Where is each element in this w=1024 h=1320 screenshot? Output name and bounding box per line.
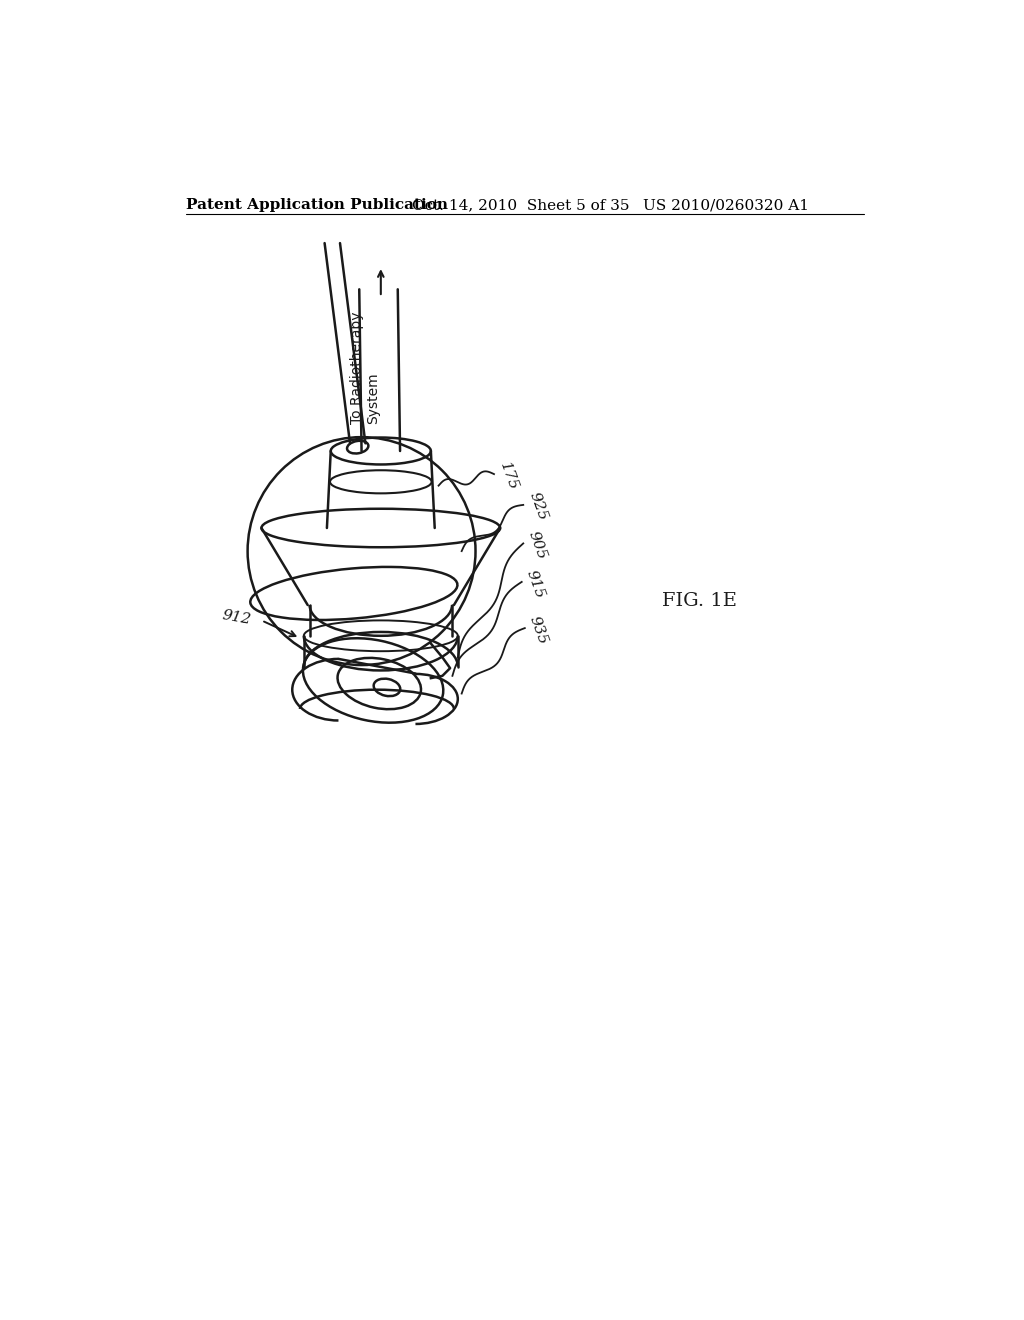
Text: FIG. 1E: FIG. 1E	[662, 593, 736, 610]
Text: 912: 912	[221, 609, 252, 627]
Text: Oct. 14, 2010  Sheet 5 of 35: Oct. 14, 2010 Sheet 5 of 35	[412, 198, 629, 213]
Text: 915: 915	[524, 568, 547, 601]
Text: To Radiotherapy
System: To Radiotherapy System	[350, 312, 381, 424]
Text: Patent Application Publication: Patent Application Publication	[186, 198, 449, 213]
Text: 175: 175	[497, 461, 520, 492]
Text: US 2010/0260320 A1: US 2010/0260320 A1	[643, 198, 809, 213]
Text: 925: 925	[526, 490, 550, 523]
Text: 905: 905	[525, 529, 549, 561]
Text: 935: 935	[527, 614, 550, 647]
